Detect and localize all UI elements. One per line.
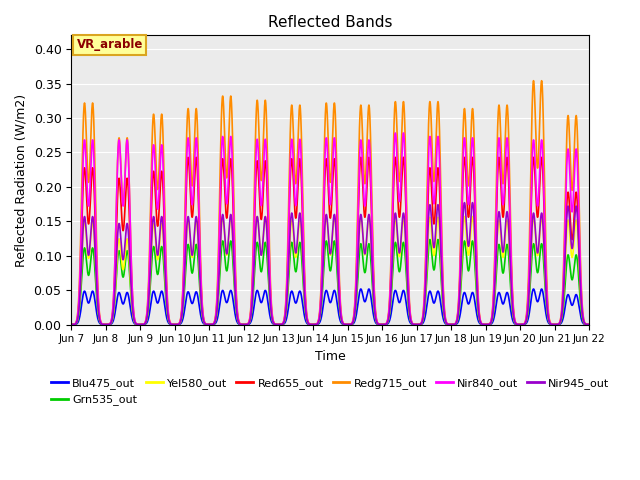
Nir945_out: [461, 200, 468, 205]
Nir840_out: [585, 322, 593, 327]
Yel580_out: [67, 322, 75, 327]
Yel580_out: [586, 322, 593, 327]
Redg715_out: [212, 309, 220, 314]
Redg715_out: [585, 322, 593, 327]
Nir840_out: [179, 300, 186, 306]
Redg715_out: [586, 322, 593, 327]
Nir945_out: [585, 322, 593, 327]
Red655_out: [586, 322, 593, 327]
Grn535_out: [586, 322, 593, 327]
Blu475_out: [179, 318, 186, 324]
Redg715_out: [390, 138, 397, 144]
Nir945_out: [381, 322, 388, 327]
Nir840_out: [586, 322, 593, 327]
Nir945_out: [586, 322, 593, 327]
Nir840_out: [381, 322, 388, 327]
Blu475_out: [67, 322, 75, 327]
Blu475_out: [586, 322, 593, 327]
Yel580_out: [536, 224, 544, 230]
Title: Reflected Bands: Reflected Bands: [268, 15, 392, 30]
Red655_out: [179, 303, 186, 309]
Nir945_out: [536, 220, 544, 226]
Yel580_out: [179, 310, 186, 316]
Grn535_out: [67, 322, 75, 327]
Yel580_out: [212, 315, 220, 321]
Y-axis label: Reflected Radiation (W/m2): Reflected Radiation (W/m2): [15, 94, 28, 266]
Redg715_out: [536, 100, 544, 106]
Redg715_out: [67, 322, 75, 327]
Blu475_out: [585, 322, 593, 327]
Line: Yel580_out: Yel580_out: [71, 216, 589, 324]
Line: Grn535_out: Grn535_out: [71, 240, 589, 324]
Blu475_out: [212, 320, 220, 325]
Red655_out: [390, 184, 397, 190]
Nir840_out: [392, 130, 399, 136]
Red655_out: [212, 312, 220, 318]
Red655_out: [536, 169, 544, 175]
Nir945_out: [390, 229, 397, 235]
Grn535_out: [426, 237, 434, 242]
Red655_out: [381, 322, 388, 327]
Grn535_out: [536, 248, 544, 254]
Grn535_out: [390, 254, 397, 260]
Blu475_out: [390, 293, 397, 299]
Grn535_out: [179, 312, 186, 318]
Nir945_out: [67, 322, 75, 327]
Yel580_out: [381, 322, 388, 327]
Line: Blu475_out: Blu475_out: [71, 289, 589, 324]
Line: Nir840_out: Nir840_out: [71, 133, 589, 324]
Legend: Blu475_out, Grn535_out, Yel580_out, Red655_out, Redg715_out, Nir840_out, Nir945_: Blu475_out, Grn535_out, Yel580_out, Red6…: [47, 373, 614, 410]
Nir840_out: [390, 164, 397, 169]
Yel580_out: [357, 213, 365, 219]
Nir840_out: [67, 322, 75, 327]
Nir945_out: [212, 315, 220, 321]
Blu475_out: [530, 286, 538, 292]
Nir840_out: [536, 154, 544, 159]
Redg715_out: [530, 78, 538, 84]
Line: Nir945_out: Nir945_out: [71, 203, 589, 324]
Grn535_out: [381, 322, 388, 327]
Nir945_out: [179, 310, 186, 315]
Grn535_out: [585, 322, 593, 327]
Grn535_out: [212, 317, 220, 323]
Text: VR_arable: VR_arable: [76, 38, 143, 51]
Redg715_out: [179, 297, 186, 303]
Yel580_out: [390, 231, 397, 237]
Blu475_out: [536, 289, 544, 295]
Redg715_out: [381, 322, 388, 327]
Blu475_out: [381, 322, 388, 327]
Line: Redg715_out: Redg715_out: [71, 81, 589, 324]
Nir840_out: [212, 311, 220, 317]
Red655_out: [67, 322, 75, 327]
X-axis label: Time: Time: [315, 350, 346, 363]
Yel580_out: [585, 322, 593, 327]
Line: Red655_out: Red655_out: [71, 157, 589, 324]
Red655_out: [530, 155, 538, 160]
Red655_out: [585, 322, 593, 327]
